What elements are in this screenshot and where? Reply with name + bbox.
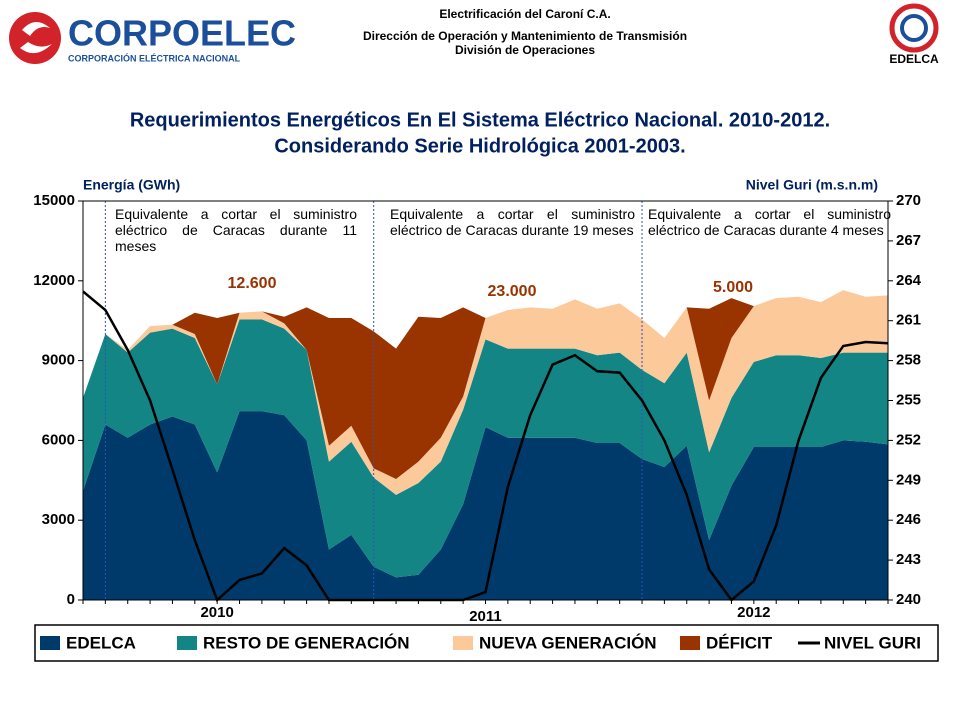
logo-subtext: CORPORACIÓN ELÉCTRICA NACIONAL — [68, 52, 241, 63]
year-label: 2011 — [469, 608, 502, 625]
legend-label: NUEVA GENERACIÓN — [479, 633, 657, 652]
header-line: Dirección de Operación y Mantenimiento d… — [363, 29, 687, 43]
y2-tick-label: 252 — [896, 431, 921, 448]
header-line: División de Operaciones — [455, 43, 595, 57]
y2-tick-label: 264 — [896, 272, 922, 289]
annotation-box: Equivalente a cortar el suministro eléct… — [648, 206, 891, 238]
logo-ring — [889, 3, 939, 53]
logo-inner — [900, 14, 928, 42]
y2-tick-label: 246 — [896, 511, 921, 528]
annotation-value: 5.000 — [713, 279, 753, 296]
y2-axis-title: Nivel Guri (m.s.n.m) — [746, 177, 878, 193]
logo-text: CORPOELEC — [68, 13, 296, 54]
y2-tick-label: 258 — [896, 352, 921, 369]
legend-swatch — [453, 636, 473, 650]
y-tick-label: 12000 — [33, 272, 75, 289]
logo-right: EDELCA — [889, 3, 939, 66]
header-line: Electrificación del Caroní C.A. — [439, 7, 610, 21]
legend-swatch — [177, 636, 197, 650]
y2-tick-label: 243 — [896, 551, 921, 568]
annotation-value: 23.000 — [488, 283, 537, 300]
annotation-text: Equivalente a cortar el suministro eléct… — [390, 206, 635, 238]
annotation-text: Equivalente a cortar el suministro eléct… — [115, 206, 357, 254]
legend-swatch — [680, 636, 700, 650]
legend-label: NIVEL GURI — [824, 633, 921, 652]
y2-tick-label: 270 — [896, 192, 921, 209]
y2-tick-label: 261 — [896, 312, 921, 329]
logo-text: EDELCA — [889, 52, 939, 66]
logo-swirl — [20, 21, 52, 54]
y2-tick-label: 249 — [896, 471, 921, 488]
y2-tick-label: 267 — [896, 232, 921, 249]
chart-title: Considerando Serie Hidrológica 2001-2003… — [274, 135, 685, 157]
y-tick-label: 9000 — [42, 352, 75, 369]
legend-label: RESTO DE GENERACIÓN — [203, 633, 410, 652]
legend-swatch — [40, 636, 60, 650]
y-tick-label: 15000 — [33, 192, 75, 209]
y-tick-label: 6000 — [42, 431, 75, 448]
annotation-box: Equivalente a cortar el suministro eléct… — [390, 206, 635, 238]
y-tick-label: 3000 — [42, 511, 75, 528]
legend-label: EDELCA — [66, 633, 136, 652]
annotation-text: Equivalente a cortar el suministro eléct… — [648, 206, 891, 238]
area — [83, 319, 888, 578]
logo-left: CORPOELEC CORPORACIÓN ELÉCTRICA NACIONAL — [9, 12, 296, 64]
y-tick-label: 0 — [67, 591, 75, 608]
area — [83, 290, 888, 495]
y2-tick-label: 255 — [896, 391, 921, 408]
year-label: 2010 — [200, 604, 233, 621]
area — [83, 411, 888, 600]
year-label: 2012 — [737, 604, 770, 621]
logo-mark — [9, 12, 61, 64]
annotation-value: 12.600 — [228, 275, 277, 292]
y2-tick-label: 240 — [896, 591, 921, 608]
legend-label: DÉFICIT — [706, 633, 773, 652]
chart-title: Requerimientos Energéticos En El Sistema… — [130, 109, 830, 131]
y-axis-title: Energía (GWh) — [83, 177, 180, 193]
annotation-box: Equivalente a cortar el suministro eléct… — [115, 206, 357, 254]
